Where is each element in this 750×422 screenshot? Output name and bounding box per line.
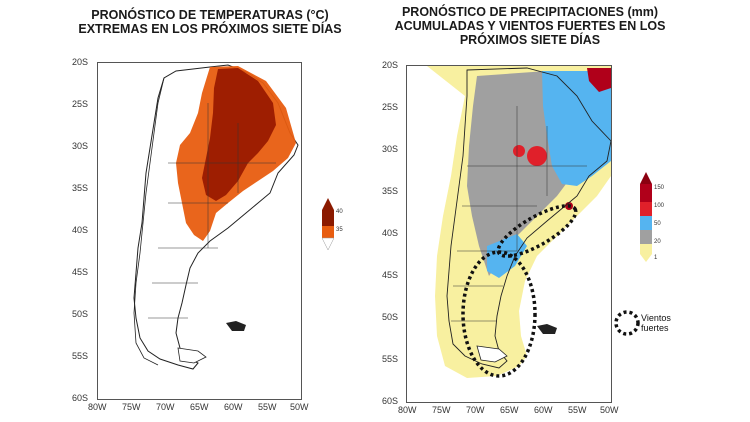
legend-label-line1: Vientos (641, 313, 671, 323)
lon-tick: 55W (258, 402, 277, 412)
precip-100-area (513, 145, 525, 157)
lat-tick: 50S (382, 312, 399, 322)
lon-tick: 65W (500, 405, 519, 415)
colorbar-label: 1 (654, 255, 658, 261)
lat-tick: 30S (382, 144, 399, 154)
lat-tick: 35S (72, 183, 89, 193)
precipitation-title-line3: PRÓXIMOS SIETE DÍAS (459, 33, 601, 47)
malvinas-islands (226, 321, 246, 331)
precip-100-area (527, 146, 547, 166)
colorbar-label: 35 (336, 227, 343, 233)
tierra-del-fuego (476, 345, 508, 363)
precipitation-map-title: PRONÓSTICO DE PRECIPITACIONES (mm) ACUMU… (380, 5, 680, 47)
lat-tick: 60S (72, 393, 89, 403)
colorbar-label: 150 (654, 185, 665, 191)
temperature-title-line2: EXTREMAS EN LOS PRÓXIMOS SIETE DÍAS (78, 22, 342, 36)
lon-tick: 70W (156, 402, 175, 412)
strong-winds-legend-icon (614, 310, 640, 336)
precipitation-colorbar (640, 172, 652, 262)
precipitation-map-svg (427, 66, 611, 378)
precipitation-map (406, 65, 612, 403)
lon-tick: 60W (534, 405, 553, 415)
legend-label-line2: fuertes (641, 323, 669, 333)
lat-tick: 25S (382, 102, 399, 112)
temperature-title-line1: PRONÓSTICO DE TEMPERATURAS (°C) (91, 8, 329, 22)
lat-tick: 55S (72, 351, 89, 361)
province-lines (451, 106, 587, 322)
temperature-map-svg (133, 64, 299, 370)
lon-tick: 50W (600, 405, 619, 415)
lon-tick: 55W (568, 405, 587, 415)
lon-tick: 60W (224, 402, 243, 412)
precip-150-area (587, 68, 611, 92)
lon-tick: 80W (88, 402, 107, 412)
lat-tick: 55S (382, 354, 399, 364)
argentina-outline (446, 67, 611, 369)
precipitation-title-line1: PRONÓSTICO DE PRECIPITACIONES (mm) (401, 5, 659, 19)
precip-50-area (542, 71, 611, 186)
lon-tick: 80W (398, 405, 417, 415)
colorbar-label: 100 (654, 203, 665, 209)
precipitation-title-line2: ACUMULADAS Y VIENTOS FUERTES EN LOS (394, 19, 666, 33)
lat-tick: 50S (72, 309, 89, 319)
temperature-map-title: PRONÓSTICO DE TEMPERATURAS (°C) EXTREMAS… (60, 8, 360, 36)
strong-winds-ellipse-north (496, 204, 578, 258)
lat-tick: 45S (382, 270, 399, 280)
lon-tick: 75W (432, 405, 451, 415)
strong-winds-legend-label: Vientos fuertes (641, 313, 671, 333)
colorbar-label: 20 (654, 239, 661, 245)
malvinas-islands (537, 324, 557, 334)
temperature-map (97, 62, 302, 400)
lat-tick: 20S (72, 57, 89, 67)
temp-40-area (202, 68, 276, 201)
lon-tick: 65W (190, 402, 209, 412)
lat-tick: 45S (72, 267, 89, 277)
lat-tick: 40S (382, 228, 399, 238)
lat-tick: 35S (382, 186, 399, 196)
lat-tick: 60S (382, 396, 399, 406)
chile-coast (133, 77, 165, 366)
temperature-colorbar (322, 198, 334, 250)
lat-tick: 25S (72, 99, 89, 109)
lon-tick: 50W (290, 402, 309, 412)
lat-tick: 20S (382, 60, 399, 70)
colorbar-label: 50 (654, 221, 661, 227)
province-lines (148, 103, 276, 319)
tierra-del-fuego (177, 347, 207, 364)
lat-tick: 30S (72, 141, 89, 151)
lat-tick: 40S (72, 225, 89, 235)
colorbar-label: 40 (336, 209, 343, 215)
lon-tick: 75W (122, 402, 141, 412)
lon-tick: 70W (466, 405, 485, 415)
